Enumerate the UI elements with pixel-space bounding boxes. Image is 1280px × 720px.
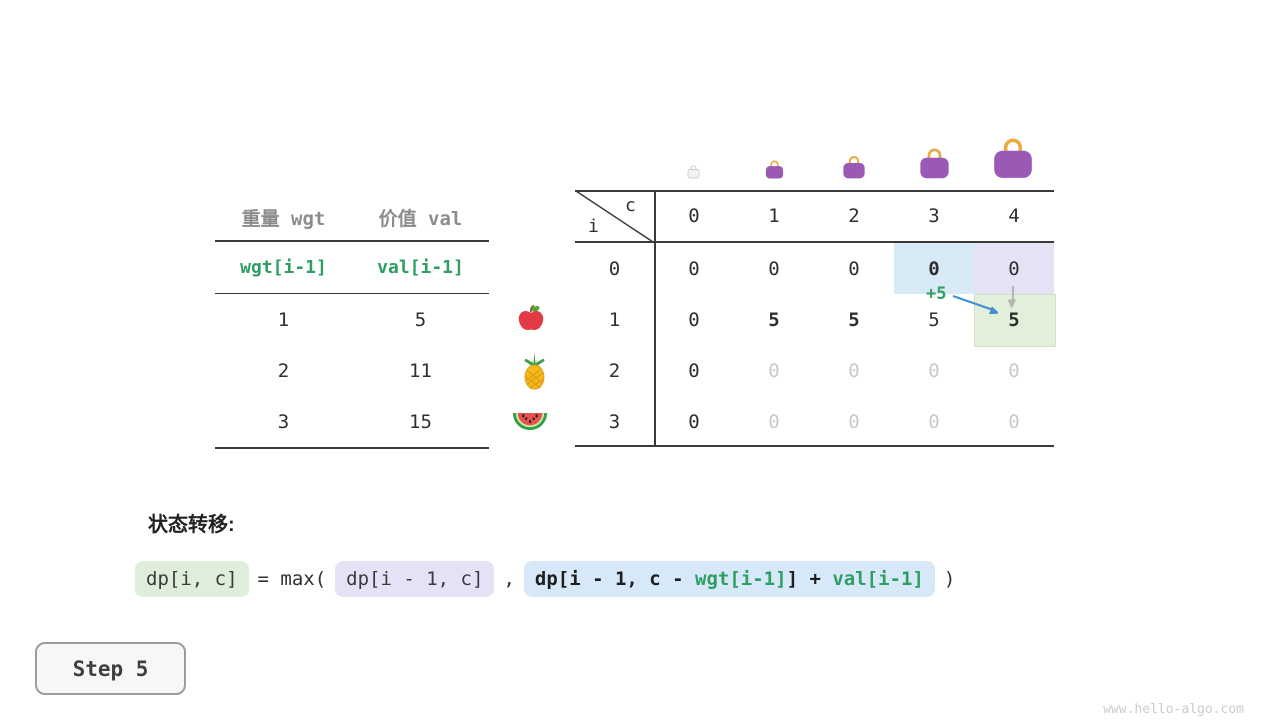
dp-table: i c 0 1 2 3 4 0 1 2 3 0 0 0 0 0 0 5 5 5 …	[575, 190, 1056, 447]
bag-md-icon	[917, 146, 952, 184]
step-badge: Step 5	[35, 642, 186, 695]
highlight-cell-prev-take	[894, 243, 974, 294]
transition-formula: dp[i, c] = max( dp[i - 1, c] , dp[i - 1,…	[135, 561, 955, 597]
dp-row-label-2: 2	[608, 359, 621, 382]
dp-cell-1-4: 5	[1008, 308, 1020, 331]
take-part-val: val[i-1]	[832, 568, 924, 590]
dp-row-label-1: 1	[608, 308, 621, 331]
dp-vertical-divider	[654, 190, 656, 447]
dp-row-label-3: 3	[608, 410, 621, 433]
item-2-value: 11	[409, 359, 432, 382]
dp-cell-0-4: 0	[1008, 257, 1020, 280]
dp-header-separator	[575, 241, 1054, 243]
bag-sm-icon	[841, 154, 867, 184]
take-part-dp: dp[i - 1, c -	[534, 568, 696, 590]
dp-cell-3-0: 0	[688, 410, 700, 433]
dp-column-headers: 0 1 2 3 4	[654, 190, 1054, 242]
dp-cell-2-1: 0	[768, 359, 780, 382]
item-3-weight: 3	[277, 410, 290, 433]
bag-lg-icon	[990, 135, 1036, 184]
bag-ghost-icon	[686, 164, 701, 184]
dp-top-border	[575, 190, 1054, 192]
item-row-3: 3 15	[215, 396, 489, 447]
dp-col-header-1: 1	[768, 205, 780, 227]
dp-col-header-0: 0	[688, 205, 700, 227]
pineapple-icon	[519, 352, 550, 395]
dp-row-label-0: 0	[608, 257, 621, 280]
dp-cell-3-3: 0	[928, 410, 940, 433]
item-2-weight: 2	[277, 359, 290, 382]
highlight-cell-current	[974, 294, 1056, 347]
dp-cell-2-2: 0	[848, 359, 860, 382]
watermelon-icon	[511, 410, 549, 440]
highlight-cell-prev-keep	[974, 243, 1054, 294]
dp-col-header-3: 3	[928, 205, 940, 227]
wgt-formula-label: wgt[i-1]	[240, 257, 327, 278]
item-row-2: 2 11	[215, 345, 489, 396]
dp-cell-2-4: 0	[1008, 359, 1020, 382]
item-1-weight: 1	[277, 308, 290, 331]
item-row-1: 1 5	[215, 294, 489, 345]
val-formula-label: val[i-1]	[377, 257, 464, 278]
transition-title: 状态转移:	[148, 514, 235, 536]
items-col-weight-header: 重量 wgt	[241, 208, 326, 230]
take-part-plus: ] +	[786, 568, 833, 590]
apple-icon	[516, 303, 546, 338]
row-axis-label: i	[588, 216, 599, 237]
dp-cell-1-1: 5	[768, 308, 780, 331]
items-table: 重量 wgt 价值 val wgt[i-1] val[i-1] 1 5 2 11…	[215, 195, 489, 449]
dp-cell-2-3: 0	[928, 359, 940, 382]
formula-take-option-chip: dp[i - 1, c - wgt[i-1]] + val[i-1]	[523, 561, 935, 597]
dp-cell-3-4: 0	[1008, 410, 1020, 433]
plus-value-annotation: +5	[926, 284, 947, 304]
dp-cell-0-0: 0	[688, 257, 700, 280]
formula-equals-max: = max(	[257, 568, 327, 590]
formula-keep-option-chip: dp[i - 1, c]	[335, 561, 495, 597]
formula-lhs-chip: dp[i, c]	[135, 561, 249, 597]
dp-cell-0-2: 0	[848, 257, 860, 280]
dp-cell-3-1: 0	[768, 410, 780, 433]
item-1-value: 5	[414, 308, 427, 331]
items-table-header: 重量 wgt 价值 val	[215, 195, 489, 242]
dp-cell-2-0: 0	[688, 359, 700, 382]
item-3-value: 15	[409, 410, 432, 433]
watermark: www.hello-algo.com	[1103, 702, 1244, 717]
dp-cell-0-1: 0	[768, 257, 780, 280]
dp-bottom-border	[575, 445, 1054, 447]
dp-cell-1-3: 5	[928, 308, 940, 331]
dp-cell-3-2: 0	[848, 410, 860, 433]
items-col-value-header: 价值 val	[378, 208, 463, 230]
col-axis-label: c	[625, 195, 636, 216]
dp-cells-grid: 0 0 0 0 0 0 5 5 5 5 0 0 0 0 0 0 0 0 0 0	[654, 243, 1054, 447]
dp-col-header-2: 2	[848, 205, 860, 227]
dp-row-labels: 0 1 2 3	[575, 243, 654, 447]
dp-col-header-4: 4	[1008, 205, 1020, 227]
formula-close-paren: )	[943, 568, 956, 590]
items-formula-row: wgt[i-1] val[i-1]	[215, 242, 489, 294]
take-part-wgt: wgt[i-1]	[695, 568, 787, 590]
dp-cell-1-2: 5	[848, 308, 860, 331]
dp-cell-1-0: 0	[688, 308, 700, 331]
bag-xs-icon	[764, 159, 785, 184]
formula-separator: ,	[503, 568, 515, 590]
dp-cell-0-3: 0	[928, 257, 940, 280]
